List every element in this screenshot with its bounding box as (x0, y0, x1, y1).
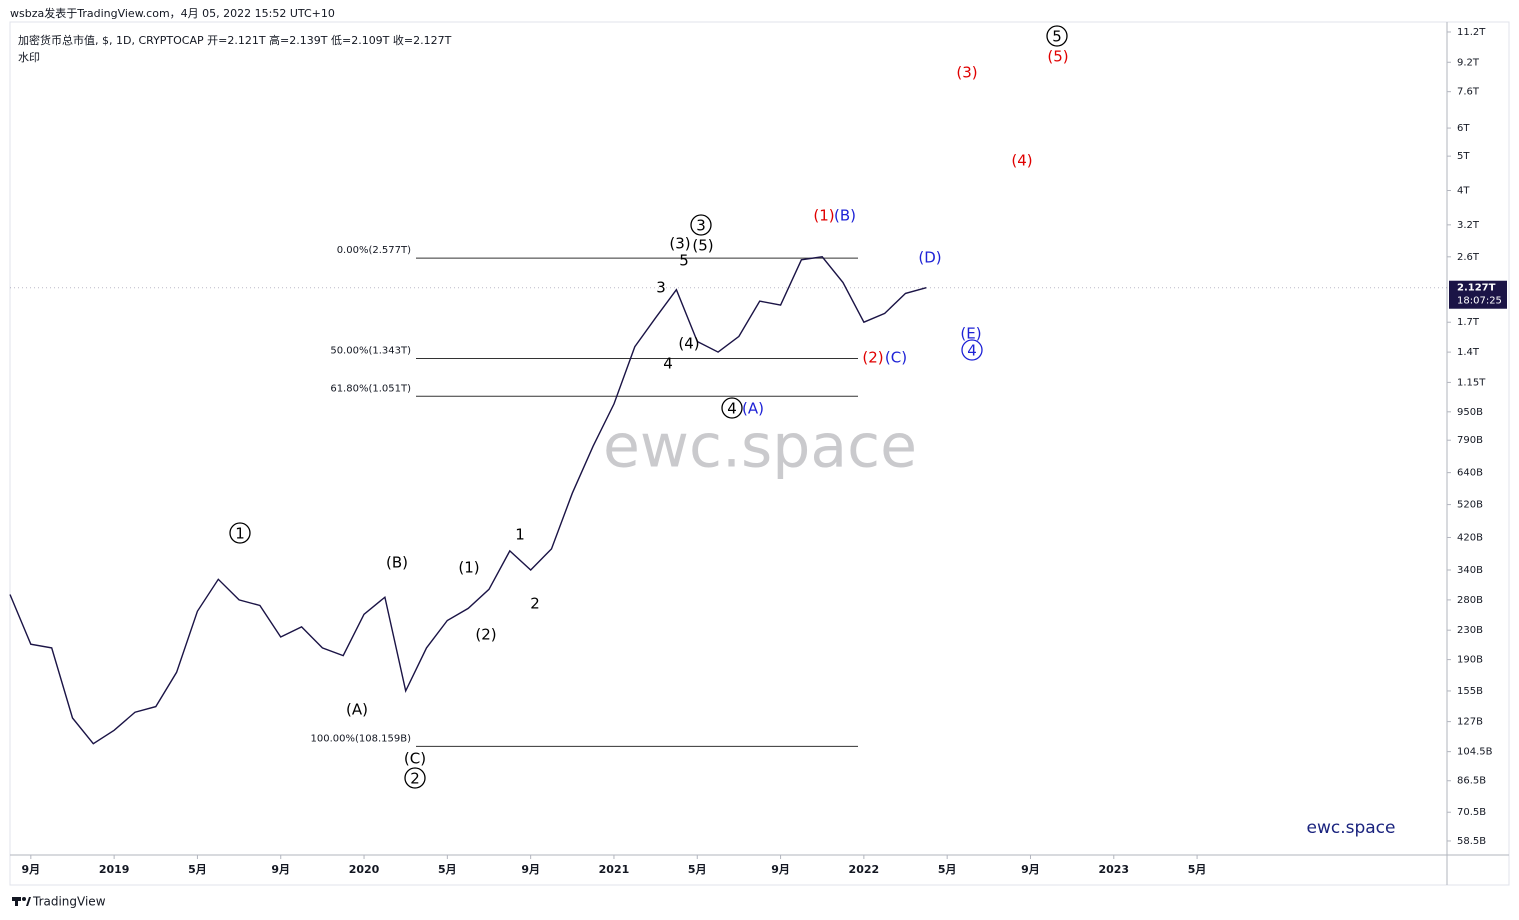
wave-label: (D) (918, 249, 941, 267)
y-tick-label: 86.5B (1457, 776, 1486, 787)
x-tick-label: 2022 (849, 863, 880, 876)
wave-label: (A) (346, 701, 368, 719)
y-tick-label: 3.2T (1457, 220, 1480, 231)
wave-label: 4 (727, 400, 737, 418)
y-tick-label: 70.5B (1457, 807, 1486, 818)
y-tick-label: 640B (1457, 468, 1483, 479)
wave-circle (404, 767, 426, 789)
wave-circle (721, 397, 743, 419)
wave-label: (B) (834, 207, 856, 225)
wave-label: 5 (1052, 28, 1062, 46)
fib-label: 61.80%(1.051T) (330, 383, 411, 394)
fib-label: 0.00%(2.577T) (337, 245, 411, 256)
y-tick-label: 190B (1457, 655, 1483, 666)
y-tick-label: 6T (1457, 123, 1470, 134)
y-tick-label: 520B (1457, 500, 1483, 511)
x-tick-label: 9月 (21, 863, 40, 876)
price-tag-countdown: 18:07:25 (1457, 296, 1502, 307)
wave-label: (1) (458, 559, 479, 577)
x-tick-label: 9月 (771, 863, 790, 876)
y-tick-label: 5T (1457, 151, 1470, 162)
wave-label: 1 (515, 526, 525, 544)
frame (9, 21, 1510, 886)
x-tick-label: 5月 (438, 863, 457, 876)
tv-logo (12, 897, 31, 906)
wave-label: (1) (813, 207, 834, 225)
price-tag (1449, 280, 1507, 309)
y-tick-label: 2.6T (1457, 252, 1480, 263)
watermark: ewc.space (603, 412, 917, 482)
wave-label: 4 (967, 342, 977, 360)
wave-label: (C) (885, 349, 907, 367)
y-tick-label: 155B (1457, 686, 1483, 697)
y-tick-label: 340B (1457, 565, 1483, 576)
wave-label: 3 (696, 217, 706, 235)
x-tick-label: 5月 (188, 863, 207, 876)
y-tick-label: 1.4T (1457, 347, 1480, 358)
wave-circle (961, 339, 983, 361)
price-tag-value: 2.127T (1457, 283, 1496, 294)
wave-label: (3) (956, 64, 977, 82)
y-tick-label: 9.2T (1457, 57, 1480, 68)
wave-label: (3) (669, 235, 690, 253)
wave-label: (2) (862, 349, 883, 367)
y-tick-label: 790B (1457, 435, 1483, 446)
wave-circle (690, 214, 712, 236)
price-line (9, 256, 927, 745)
wave-label: 3 (656, 279, 666, 297)
y-tick-label: 4T (1457, 185, 1470, 196)
y-tick-label: 1.7T (1457, 317, 1480, 328)
x-tick-label: 2023 (1098, 863, 1129, 876)
x-tick-label: 2019 (99, 863, 130, 876)
wave-label: (C) (404, 750, 426, 768)
y-tick-label: 7.6T (1457, 87, 1480, 98)
x-tick-label: 5月 (938, 863, 957, 876)
wave-label: 2 (410, 770, 420, 788)
y-tick-label: 58.5B (1457, 836, 1486, 847)
y-tick-label: 127B (1457, 717, 1483, 728)
y-tick-label: 230B (1457, 625, 1483, 636)
fib-label: 100.00%(108.159B) (310, 733, 411, 744)
fib-label: 50.00%(1.343T) (330, 346, 411, 357)
wave-label: (5) (1047, 48, 1068, 66)
watermark-tag: 水印 (18, 51, 40, 64)
wave-label: (4) (678, 335, 699, 353)
wave-label: (B) (386, 554, 408, 572)
y-tick-label: 104.5B (1457, 747, 1493, 758)
y-tick-label: 950B (1457, 407, 1483, 418)
x-tick-label: 2020 (349, 863, 380, 876)
wave-label: (2) (475, 626, 496, 644)
brand: ewc.space (1307, 818, 1396, 838)
footer: TradingView (32, 895, 106, 909)
x-tick-label: 9月 (521, 863, 540, 876)
wave-label: (A) (742, 400, 764, 418)
y-tick-label: 280B (1457, 595, 1483, 606)
wave-label: 1 (235, 525, 245, 543)
wave-label: 5 (679, 252, 689, 270)
publisher: wsbza发表于TradingView.com，4月 05, 2022 15:5… (10, 6, 335, 20)
x-tick-label: 5月 (1188, 863, 1207, 876)
y-tick-label: 420B (1457, 532, 1483, 543)
wave-circle (1046, 25, 1068, 47)
y-tick-label: 11.2T (1457, 27, 1486, 38)
wave-label: (5) (692, 237, 713, 255)
x-tick-label: 9月 (271, 863, 290, 876)
wave-label: (4) (1011, 152, 1032, 170)
x-tick-label: 9月 (1021, 863, 1040, 876)
y-tick-label: 1.15T (1457, 377, 1486, 388)
wave-label: (E) (960, 325, 981, 343)
legend: 加密货币总市值, $, 1D, CRYPTOCAP 开=2.121T 高=2.1… (18, 33, 452, 47)
wave-label: 2 (530, 595, 540, 613)
wave-label: 4 (663, 355, 673, 373)
x-tick-label: 2021 (599, 863, 630, 876)
wave-circle (229, 522, 251, 544)
x-tick-label: 5月 (688, 863, 707, 876)
